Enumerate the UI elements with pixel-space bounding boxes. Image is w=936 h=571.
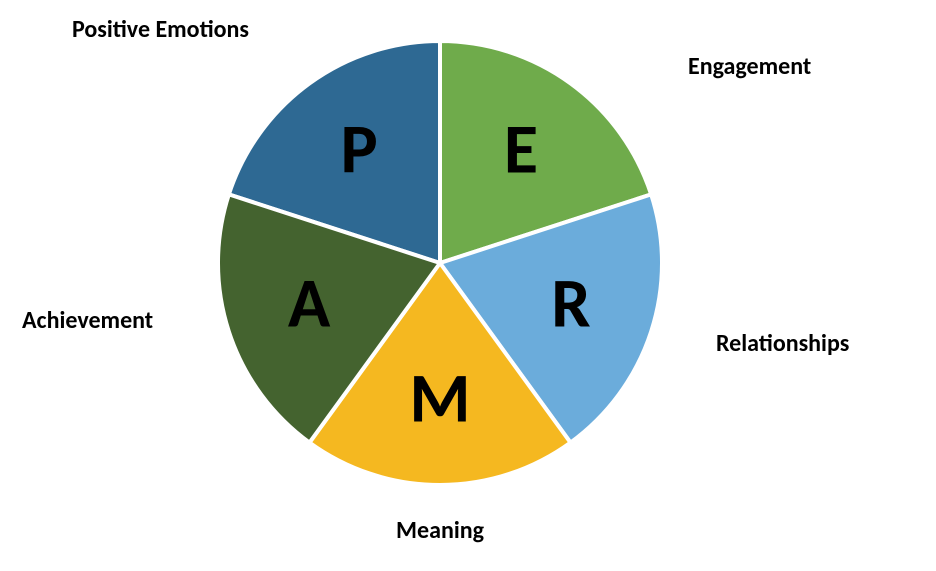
pie-chart: P ERMA [0,0,936,571]
outer-label-p: Positive Emotions [72,15,249,44]
outer-label-m: Meaning [396,516,484,545]
slice-letter-e: E [504,106,538,192]
slice-letter-p: P [340,106,377,192]
slice-letter-r: R [551,260,590,346]
outer-label-e: Engagement [688,52,811,81]
outer-label-r: Relationships [716,329,849,358]
perma-diagram: P ERMA Positive Emotions Engagement Relatio… [0,0,936,571]
outer-label-a: Achievement [22,306,153,335]
slice-letter-m: M [409,355,470,441]
slice-letter-a: A [288,260,331,346]
